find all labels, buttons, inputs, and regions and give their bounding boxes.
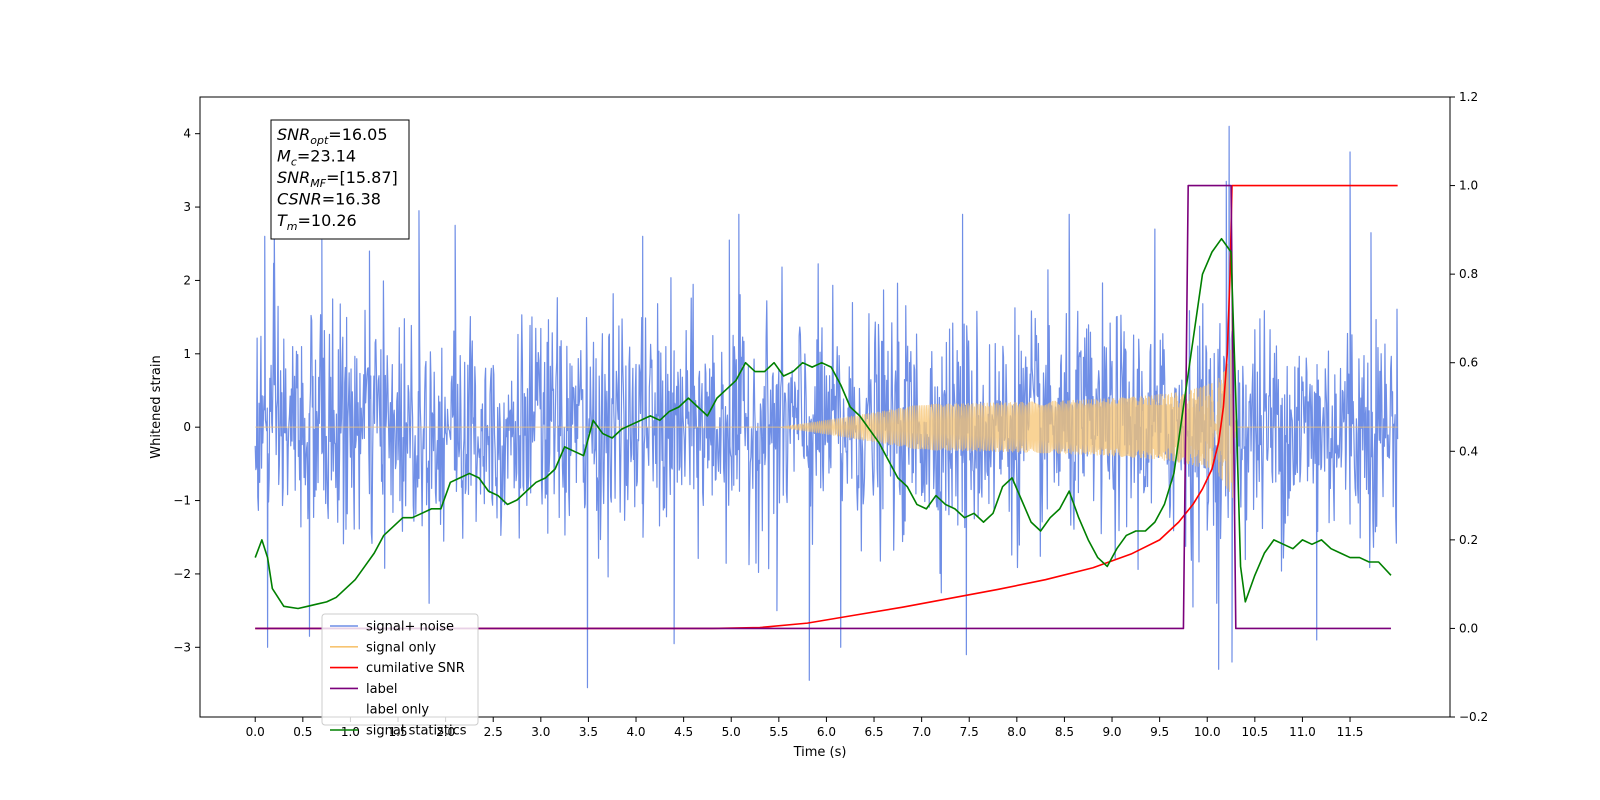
annotation-subscript: m [287,220,298,233]
series-line-5 [254,237,1392,610]
x-tick-label: 7.0 [912,725,931,739]
x-tick-label: 4.5 [674,725,693,739]
x-axis-label: Time (s) [793,745,847,760]
y-tick-label: 4 [183,127,191,141]
annotation-line: SNRopt=16.05 [277,125,388,147]
x-tick-label: 1.5 [388,725,407,739]
x-tick-label: 10.5 [1241,725,1268,739]
x-tick-label: 2.0 [436,725,455,739]
annotation-subscript: c [291,156,297,169]
annotation-value: =23.14 [297,147,356,166]
annotation-box: SNRopt=16.05Mc=23.14SNRMF=[15.87]CSNR=16… [270,119,410,240]
annotation-line: Tm=10.26 [277,211,357,233]
y-tick-label: 3 [183,200,191,214]
legend-entry: cumilative SNR [366,661,465,676]
x-tick-label: 5.5 [769,725,788,739]
series-line-3 [255,184,1391,630]
y2-tick-label: 1.2 [1459,90,1478,104]
x-tick-label: 3.0 [531,725,550,739]
annotation-symbol: CSNR [277,190,322,209]
y2-tick-label: 0.6 [1459,356,1478,370]
y2-tick-label: −0.2 [1459,710,1488,724]
x-tick-label: 0.0 [246,725,265,739]
annotation-value: =[15.87] [326,168,398,187]
legend-entry: label [366,682,397,697]
x-tick-label: 6.0 [817,725,836,739]
annotation-value: =10.26 [298,211,357,230]
plot-frame [199,96,1451,718]
y-tick-label: 1 [183,347,191,361]
annotation-symbol: SNR [277,168,310,187]
annotation-line: SNRMF=[15.87] [277,168,398,190]
annotation-symbol: T [277,211,288,230]
annotation-value: =16.05 [328,125,387,144]
y-tick-label: 0 [183,420,191,434]
legend-entry: signal only [366,640,436,655]
x-tick-label: 2.5 [484,725,503,739]
y2-tick-label: 0.4 [1459,444,1478,458]
x-tick-label: 7.5 [960,725,979,739]
x-tick-label: 3.5 [579,725,598,739]
y-tick-label: −3 [173,640,191,654]
x-tick-label: 11.0 [1289,725,1316,739]
legend: signal+ noise signal only cumilative SNR la… [321,613,479,739]
annotation-subscript: opt [310,134,329,147]
y2-tick-label: 1.0 [1459,179,1478,193]
series-line-2 [255,184,1398,630]
y-tick-label: −2 [173,567,191,581]
y-tick-label: 2 [183,273,191,287]
annotation-symbol: SNR [277,125,310,144]
legend-entry: signal statistics [366,724,467,739]
x-tick-label: 9.5 [1150,725,1169,739]
plot-area [254,125,1399,689]
annotation-line: CSNR=16.38 [277,190,381,209]
x-tick-label: 0.5 [293,725,312,739]
y-axis-right: −0.2 0.0 0.2 0.4 0.6 0.8 1.0 1.2 [1450,90,1488,724]
x-tick-label: 10.0 [1194,725,1221,739]
y2-tick-label: 0.2 [1459,533,1478,547]
x-tick-label: 4.0 [626,725,645,739]
y2-tick-label: 0.0 [1459,621,1478,635]
x-tick-label: 8.5 [1055,725,1074,739]
annotation-subscript: MF [310,177,326,190]
legend-entry: label only [366,703,429,718]
x-tick-label: 8.0 [1007,725,1026,739]
y-tick-label: −1 [173,494,191,508]
annotation-frame [270,119,410,240]
x-tick-label: 11.5 [1337,725,1364,739]
series-line-1 [255,312,1398,499]
legend-frame [321,613,479,726]
y-axis-label: Whitened strain [149,355,164,458]
x-axis: 0.0 0.5 1.0 1.5 2.0 2.5 3.0 3.5 4.0 4.5 5.0 5.5 6.0 6… [246,717,1364,739]
x-tick-label: 9.0 [1102,725,1121,739]
y2-tick-label: 0.8 [1459,267,1478,281]
x-tick-label: 1.0 [341,725,360,739]
y-axis-left: −3 −2 −1 0 1 2 3 4 [173,127,200,654]
annotation-value: =16.38 [322,190,381,209]
annotation-line: Mc=23.14 [277,147,356,169]
x-tick-label: 5.0 [722,725,741,739]
annotation-symbol: M [277,147,291,166]
legend-entry: signal+ noise [366,620,454,635]
x-tick-label: 6.5 [864,725,883,739]
